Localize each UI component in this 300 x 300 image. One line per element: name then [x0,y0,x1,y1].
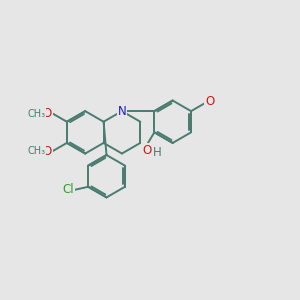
Text: N: N [118,105,126,118]
Text: CH₃: CH₃ [28,146,46,156]
Text: O: O [205,95,214,108]
Text: O: O [43,145,52,158]
Text: O: O [142,143,152,157]
Text: O: O [43,107,52,120]
Text: CH₃: CH₃ [28,109,46,118]
Text: N: N [118,105,126,118]
Text: Cl: Cl [63,183,74,196]
Text: H: H [153,146,162,159]
